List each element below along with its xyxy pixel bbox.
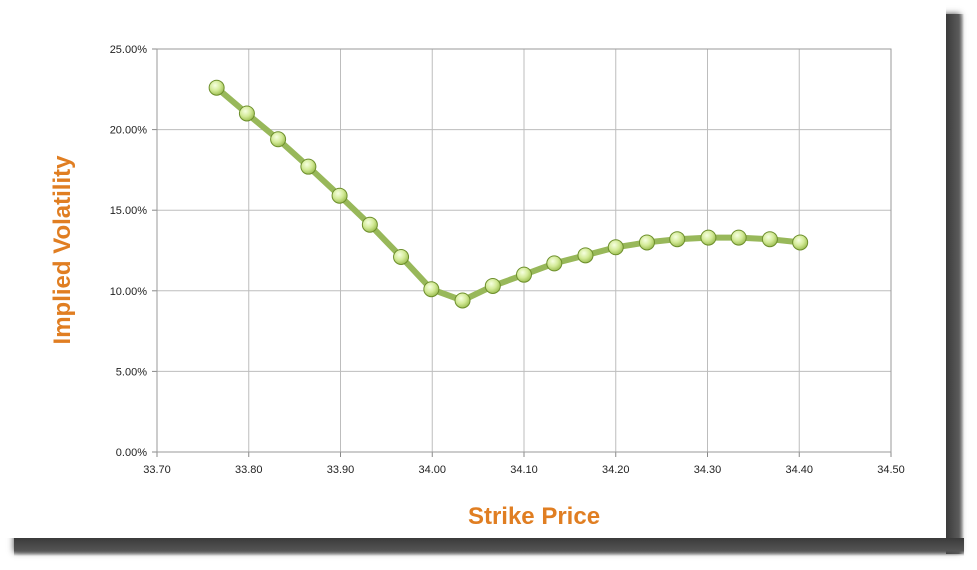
x-tick-label: 34.40 [785,464,813,476]
series [208,79,809,309]
plot-area [156,48,892,453]
data-point [792,234,809,251]
x-tick-label: 34.30 [694,464,722,476]
x-tick-label: 34.50 [877,464,905,476]
data-point [300,158,317,175]
data-point [208,79,225,96]
data-point [361,216,378,233]
data-point [331,187,348,204]
y-axis-title: Implied Volatility [49,155,76,345]
data-point [454,292,471,309]
data-point [238,105,255,122]
x-tick-label: 33.90 [327,464,355,476]
data-point [516,266,532,283]
data-point [638,234,655,251]
x-tick-label: 34.10 [510,464,538,476]
y-tick-label: 5.00% [116,366,147,378]
y-tick-label: 10.00% [110,286,148,298]
chart-frame [0,0,946,538]
data-point [270,131,287,148]
gridlines [152,48,892,457]
data-point [730,229,747,246]
x-axis-title: Strike Price [468,503,600,530]
data-point [761,231,778,248]
x-tick-label: 34.00 [418,464,446,476]
y-tick-label: 20.00% [110,125,148,137]
tick-labels: 33.70 33.80 33.90 34.00 34.10 34.20 34.30 34.40… [110,44,905,476]
frame-shadow [14,538,964,556]
series-line [213,84,804,304]
data-point [484,277,501,294]
data-point [423,281,440,298]
data-point [577,247,594,264]
y-tick-label: 15.00% [110,205,148,217]
data-point [607,239,624,256]
data-point [669,231,686,248]
frame-shadow [946,14,964,554]
data-point [393,248,410,265]
y-tick-label: 25.00% [110,44,148,56]
y-tick-label: 0.00% [116,447,147,459]
x-tick-label: 33.70 [143,464,171,476]
data-point [546,255,563,272]
data-point [700,229,717,246]
x-tick-label: 33.80 [235,464,263,476]
x-tick-label: 34.20 [602,464,630,476]
